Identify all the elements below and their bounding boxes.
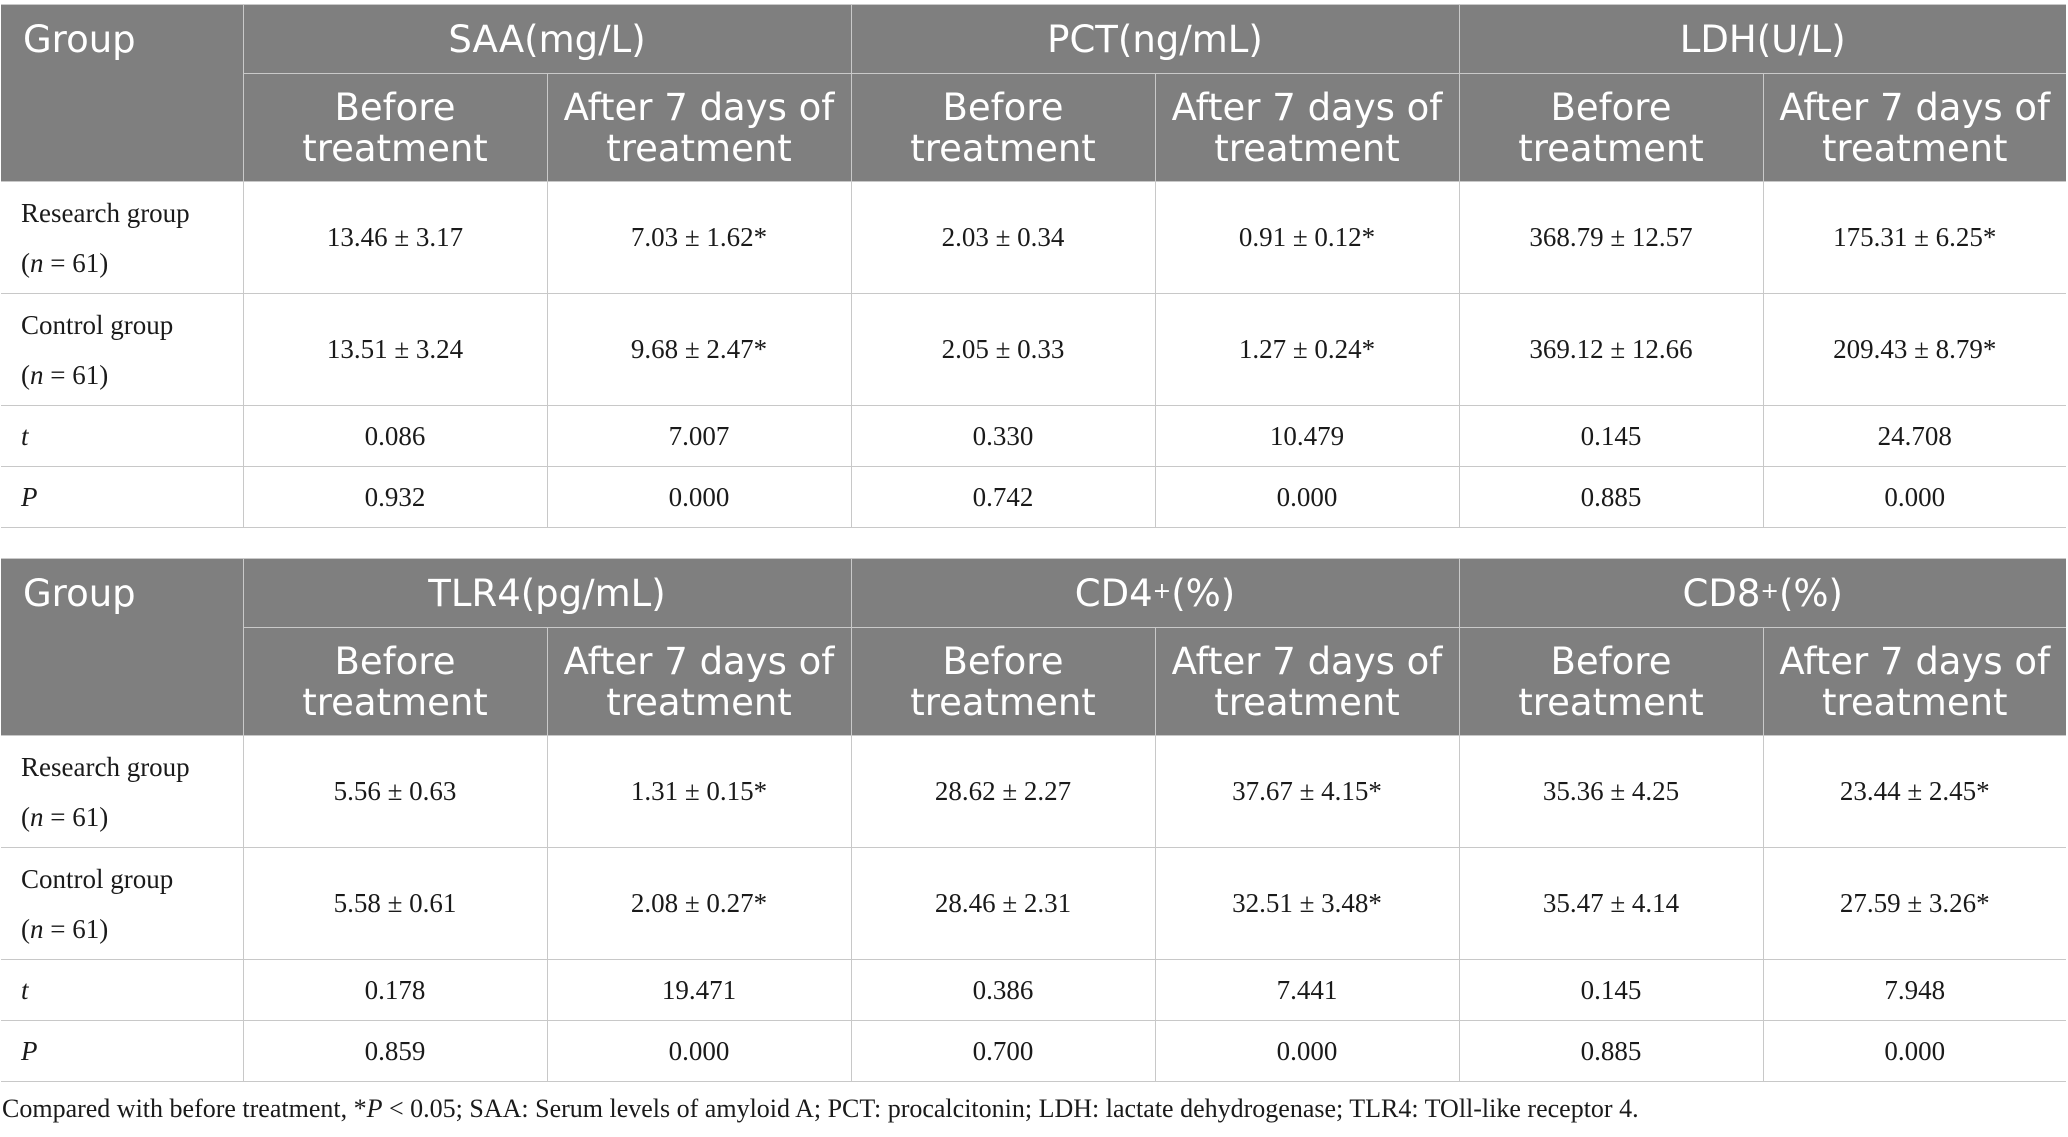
row-label: t <box>1 959 243 1021</box>
table-cell: 2.05 ± 0.33 <box>850 293 1155 406</box>
after-treatment-header: After 7 days of treatment <box>546 627 851 736</box>
after-treatment-header: After 7 days of treatment <box>1762 73 2066 182</box>
row-label: Control group (n = 61) <box>1 847 243 960</box>
table-cell: 5.56 ± 0.63 <box>242 735 547 848</box>
table-cell: 0.91 ± 0.12* <box>1154 181 1459 294</box>
table-cell: 23.44 ± 2.45* <box>1762 735 2066 848</box>
after-treatment-header: After 7 days of treatment <box>1762 627 2066 736</box>
table-footnote: Compared with before treatment, *P < 0.0… <box>2 1094 1639 1123</box>
table-cell: 7.948 <box>1762 959 2066 1021</box>
table-cell: 1.31 ± 0.15* <box>546 735 851 848</box>
table-cell: 7.007 <box>546 405 851 467</box>
table-cell: 2.03 ± 0.34 <box>850 181 1155 294</box>
table-cell: 35.47 ± 4.14 <box>1458 847 1763 960</box>
table-row: Research group (n = 61) 13.46 ± 3.17 7.03… <box>1 181 2066 294</box>
cd4-header: CD4+(%) <box>850 558 1459 628</box>
table-cell: 13.51 ± 3.24 <box>242 293 547 406</box>
table-cell: 2.08 ± 0.27* <box>546 847 851 960</box>
table-cell: 0.145 <box>1458 959 1763 1021</box>
after-treatment-header: After 7 days of treatment <box>546 73 851 182</box>
table-cell: 10.479 <box>1154 405 1459 467</box>
after-treatment-header: After 7 days of treatment <box>1154 73 1459 182</box>
table-cell: 0.000 <box>546 1020 851 1082</box>
table-cell: 0.178 <box>242 959 547 1021</box>
table-cell: 0.145 <box>1458 405 1763 467</box>
table-cell: 0.000 <box>1154 466 1459 528</box>
table-cell: 209.43 ± 8.79* <box>1762 293 2066 406</box>
before-treatment-header: Before treatment <box>242 627 547 736</box>
row-label: t <box>1 405 243 467</box>
table-cell: 0.000 <box>546 466 851 528</box>
saa-header: SAA(mg/L) <box>242 4 851 74</box>
row-label: Control group (n = 61) <box>1 293 243 406</box>
before-treatment-header: Before treatment <box>1458 73 1763 182</box>
row-label: P <box>1 466 243 528</box>
tlr4-header: TLR4(pg/mL) <box>242 558 851 628</box>
table-row: Control group (n = 61) 5.58 ± 0.61 2.08 ±… <box>1 847 2066 960</box>
table-cell: 0.000 <box>1762 1020 2066 1082</box>
table-row: t 0.178 19.471 0.386 7.441 0.145 7.948 <box>1 959 2066 1021</box>
before-treatment-header: Before treatment <box>1458 627 1763 736</box>
table-cell: 7.03 ± 1.62* <box>546 181 851 294</box>
table-cell: 0.859 <box>242 1020 547 1082</box>
data-table-2: Group TLR4(pg/mL) CD4+(%) CD8+(%) Before… <box>1 558 2066 1082</box>
table-cell: 5.58 ± 0.61 <box>242 847 547 960</box>
table-cell: 28.46 ± 2.31 <box>850 847 1155 960</box>
row-label: Research group (n = 61) <box>1 735 243 848</box>
pct-header: PCT(ng/mL) <box>850 4 1459 74</box>
table-cell: 0.086 <box>242 405 547 467</box>
table-cell: 7.441 <box>1154 959 1459 1021</box>
table-cell: 19.471 <box>546 959 851 1021</box>
table-cell: 0.742 <box>850 466 1155 528</box>
ldh-header: LDH(U/L) <box>1458 4 2066 74</box>
group-header: Group <box>1 558 243 736</box>
table-row: P 0.859 0.000 0.700 0.000 0.885 0.000 <box>1 1020 2066 1082</box>
table-cell: 27.59 ± 3.26* <box>1762 847 2066 960</box>
table-cell: 0.932 <box>242 466 547 528</box>
cd8-header: CD8+(%) <box>1458 558 2066 628</box>
table-cell: 9.68 ± 2.47* <box>546 293 851 406</box>
table-row: P 0.932 0.000 0.742 0.000 0.885 0.000 <box>1 466 2066 528</box>
before-treatment-header: Before treatment <box>850 73 1155 182</box>
table-cell: 368.79 ± 12.57 <box>1458 181 1763 294</box>
table-cell: 35.36 ± 4.25 <box>1458 735 1763 848</box>
before-treatment-header: Before treatment <box>242 73 547 182</box>
table-cell: 0.330 <box>850 405 1155 467</box>
table-cell: 1.27 ± 0.24* <box>1154 293 1459 406</box>
row-label: P <box>1 1020 243 1082</box>
table-cell: 28.62 ± 2.27 <box>850 735 1155 848</box>
table-cell: 0.885 <box>1458 1020 1763 1082</box>
table-cell: 175.31 ± 6.25* <box>1762 181 2066 294</box>
table-cell: 0.000 <box>1154 1020 1459 1082</box>
group-header: Group <box>1 4 243 182</box>
data-table-1: Group SAA(mg/L) PCT(ng/mL) LDH(U/L) Befo… <box>1 4 2066 528</box>
table-cell: 37.67 ± 4.15* <box>1154 735 1459 848</box>
table-row: t 0.086 7.007 0.330 10.479 0.145 24.708 <box>1 405 2066 467</box>
table-cell: 24.708 <box>1762 405 2066 467</box>
table-row: Research group (n = 61) 5.56 ± 0.63 1.31 … <box>1 735 2066 848</box>
table-cell: 0.700 <box>850 1020 1155 1082</box>
after-treatment-header: After 7 days of treatment <box>1154 627 1459 736</box>
row-label: Research group (n = 61) <box>1 181 243 294</box>
table-cell: 13.46 ± 3.17 <box>242 181 547 294</box>
table-cell: 0.885 <box>1458 466 1763 528</box>
before-treatment-header: Before treatment <box>850 627 1155 736</box>
table-row: Control group (n = 61) 13.51 ± 3.24 9.68 … <box>1 293 2066 406</box>
table-cell: 0.386 <box>850 959 1155 1021</box>
table-cell: 369.12 ± 12.66 <box>1458 293 1763 406</box>
table-cell: 32.51 ± 3.48* <box>1154 847 1459 960</box>
table-cell: 0.000 <box>1762 466 2066 528</box>
